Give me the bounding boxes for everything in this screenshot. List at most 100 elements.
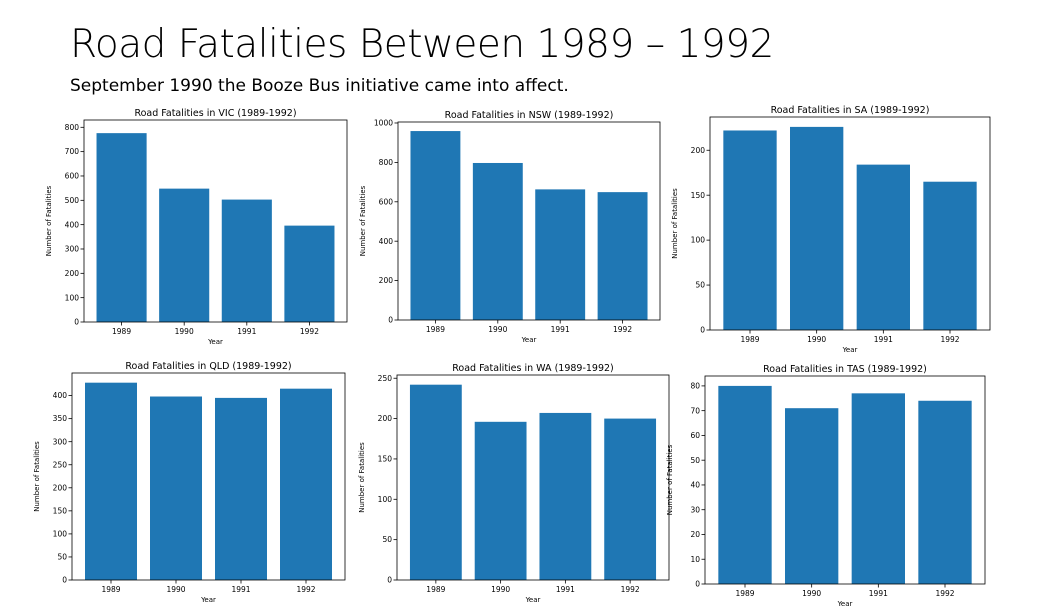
y-tick-label: 250 <box>378 374 393 383</box>
y-tick-label: 50 <box>57 553 67 562</box>
bar-1991 <box>856 164 910 330</box>
x-tick-label: 1990 <box>802 589 821 598</box>
y-tick-label: 500 <box>65 196 80 205</box>
x-tick-label: 1991 <box>231 585 250 594</box>
chart-vic: 0 100 200 300 400 500 600 700 800 1989 1990 1991 199… <box>45 108 348 346</box>
x-tick-label: 1989 <box>101 585 120 594</box>
bar-1990 <box>472 162 523 320</box>
y-tick-label: 800 <box>379 158 394 167</box>
y-tick-label: 200 <box>691 146 706 155</box>
y-tick-label: 150 <box>53 506 68 515</box>
x-tick-label: 1991 <box>869 589 888 598</box>
x-axis-label: Year <box>521 336 537 344</box>
y-axis-label: Number of Fatalities <box>671 188 679 259</box>
x-tick-label: 1990 <box>488 325 507 334</box>
y-tick-label: 800 <box>65 123 80 132</box>
bar-1990 <box>790 126 844 330</box>
x-tick-label: 1991 <box>556 585 575 594</box>
x-tick-label: 1992 <box>935 589 954 598</box>
bar-1992 <box>284 225 335 322</box>
x-tick-label: 1992 <box>621 585 640 594</box>
chart-title: Road Fatalities in VIC (1989-1992) <box>134 108 296 119</box>
plot-frame <box>709 116 991 331</box>
y-tick-label: 700 <box>65 147 80 156</box>
page-title: Road Fatalities Between 1989 – 1992 <box>70 22 774 67</box>
y-tick-label: 600 <box>65 172 80 181</box>
bar-1992 <box>597 192 648 320</box>
y-tick-label: 100 <box>378 495 393 504</box>
x-tick-label: 1992 <box>613 325 632 334</box>
y-tick-label: 100 <box>691 236 706 245</box>
plot-frame <box>83 119 348 323</box>
bar-1989 <box>723 130 777 330</box>
chart-title: Road Fatalities in QLD (1989-1992) <box>125 361 291 372</box>
x-axis-label: Year <box>837 600 853 608</box>
bar-1991 <box>535 189 586 320</box>
chart-title: Road Fatalities in SA (1989-1992) <box>771 105 930 116</box>
y-axis-label: Number of Fatalities <box>358 442 366 513</box>
y-tick-label: 0 <box>388 316 393 325</box>
x-axis-label: Year <box>525 596 541 604</box>
y-tick-label: 20 <box>690 530 700 539</box>
bar-1991 <box>539 412 592 580</box>
y-tick-label: 10 <box>690 555 700 564</box>
bar-1990 <box>474 421 527 580</box>
plot-frame <box>396 374 670 581</box>
x-tick-label: 1992 <box>300 327 319 336</box>
y-tick-label: 100 <box>53 529 68 538</box>
y-tick-label: 300 <box>53 437 68 446</box>
chart-wa: 0 50 100 150 200 250 1989 1990 1991 1992 Road Fata… <box>358 363 670 604</box>
chart-sa: 0 50 100 150 200 1989 1990 1991 1992 Road Fatalit… <box>671 105 991 354</box>
y-axis-label: Number of Fatalities <box>45 185 53 256</box>
chart-title: Road Fatalities in NSW (1989-1992) <box>445 110 614 121</box>
x-tick-label: 1989 <box>740 335 759 344</box>
y-tick-label: 50 <box>382 535 392 544</box>
chart-title: Road Fatalities in TAS (1989-1992) <box>763 364 927 375</box>
bar-1992 <box>604 418 657 580</box>
plot-frame <box>397 121 661 321</box>
y-tick-label: 600 <box>379 197 394 206</box>
plot-frame <box>704 375 986 585</box>
y-tick-label: 150 <box>378 455 393 464</box>
bar-1989 <box>718 385 772 584</box>
x-tick-label: 1990 <box>807 335 826 344</box>
y-tick-label: 80 <box>690 382 700 391</box>
y-tick-label: 100 <box>65 293 80 302</box>
x-tick-label: 1991 <box>237 327 256 336</box>
bar-1989 <box>85 382 137 580</box>
x-axis-label: Year <box>207 338 223 346</box>
x-tick-label: 1992 <box>296 585 315 594</box>
bar-1992 <box>280 388 332 580</box>
y-tick-label: 300 <box>65 245 80 254</box>
y-tick-label: 400 <box>53 391 68 400</box>
x-tick-label: 1989 <box>426 325 445 334</box>
y-tick-label: 200 <box>379 276 394 285</box>
x-tick-label: 1990 <box>491 585 510 594</box>
y-tick-label: 0 <box>62 576 67 585</box>
x-tick-label: 1989 <box>112 327 131 336</box>
y-tick-label: 200 <box>65 269 80 278</box>
y-tick-label: 0 <box>74 318 79 327</box>
bar-1991 <box>851 393 905 584</box>
x-tick-label: 1991 <box>551 325 570 334</box>
y-tick-label: 200 <box>53 483 68 492</box>
x-tick-label: 1989 <box>735 589 754 598</box>
y-tick-label: 150 <box>691 191 706 200</box>
chart-nsw: 0 200 400 600 800 1000 1989 1990 1991 1992 Road Fa… <box>359 110 661 344</box>
bar-1990 <box>785 408 839 584</box>
y-tick-label: 50 <box>690 456 700 465</box>
y-tick-label: 400 <box>379 237 394 246</box>
y-tick-label: 0 <box>700 326 705 335</box>
bar-1991 <box>215 397 267 580</box>
bar-1989 <box>409 384 462 580</box>
bar-1990 <box>150 396 202 580</box>
y-tick-label: 0 <box>695 580 700 589</box>
page-subtitle: September 1990 the Booze Bus initiative … <box>70 76 569 96</box>
x-tick-label: 1992 <box>940 335 959 344</box>
x-axis-label: Year <box>200 596 216 604</box>
y-tick-label: 0 <box>387 576 392 585</box>
y-tick-label: 30 <box>690 505 700 514</box>
x-axis-label: Year <box>842 346 858 354</box>
bar-1989 <box>410 131 461 320</box>
bar-1991 <box>221 199 272 322</box>
